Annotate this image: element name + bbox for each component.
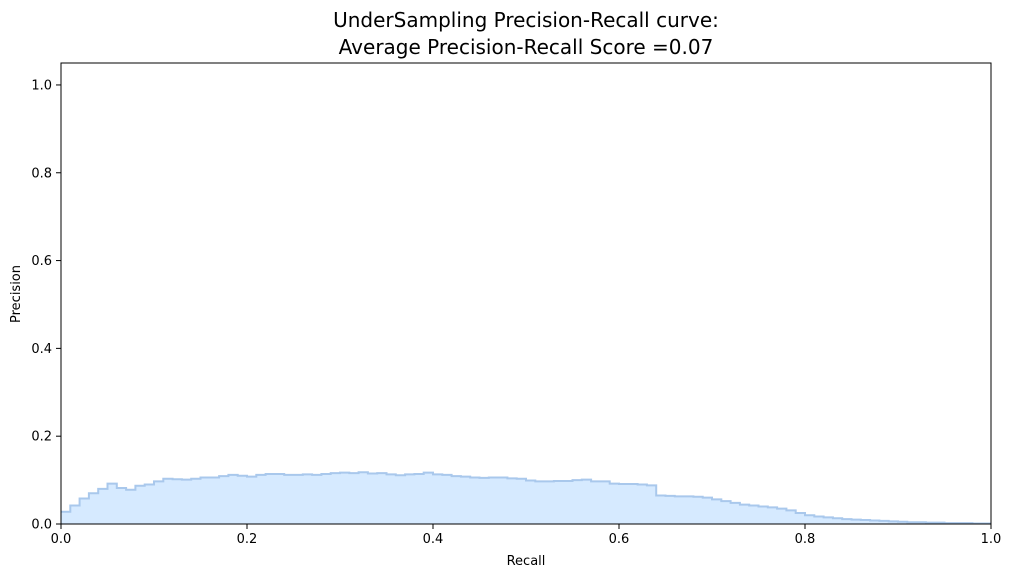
x-tick-label: 0.2 — [237, 532, 258, 547]
x-tick-label: 1.0 — [981, 532, 1002, 547]
y-tick-label: 0.6 — [31, 254, 52, 269]
x-axis-label: Recall — [507, 554, 546, 569]
chart-title-line2: Average Precision-Recall Score =0.07 — [339, 35, 714, 59]
axes-frame — [60, 62, 992, 525]
y-tick-label: 1.0 — [31, 78, 52, 93]
pr-step-line — [61, 471, 991, 525]
x-tick-label: 0.0 — [51, 532, 72, 547]
pr-area-fill — [61, 472, 991, 524]
y-axis-ticks: 0.0 0.2 0.4 0.6 0.8 1.0 — [31, 78, 61, 533]
y-tick-label: 0.2 — [31, 430, 52, 445]
chart-title-line1: UnderSampling Precision-Recall curve: — [333, 8, 719, 32]
y-tick-label: 0.8 — [31, 166, 52, 181]
y-axis-label: Precision — [9, 265, 24, 323]
plot-area — [61, 471, 991, 525]
x-tick-label: 0.6 — [609, 532, 630, 547]
y-tick-label: 0.4 — [31, 342, 52, 357]
x-tick-label: 0.4 — [423, 532, 444, 547]
x-axis-ticks: 0.0 0.2 0.4 0.6 0.8 1.0 — [51, 524, 1002, 547]
y-tick-label: 0.0 — [31, 518, 52, 533]
x-tick-label: 0.8 — [795, 532, 816, 547]
